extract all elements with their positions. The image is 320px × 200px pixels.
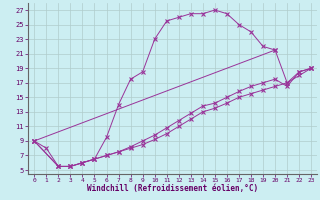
X-axis label: Windchill (Refroidissement éolien,°C): Windchill (Refroidissement éolien,°C) xyxy=(87,184,258,193)
